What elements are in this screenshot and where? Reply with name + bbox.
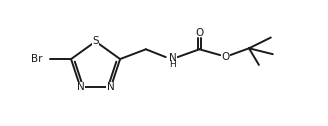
Text: Br: Br (31, 54, 42, 64)
Text: O: O (195, 28, 204, 38)
Text: O: O (221, 52, 229, 62)
Text: N: N (76, 83, 84, 92)
Text: H: H (169, 60, 176, 69)
Text: S: S (92, 37, 99, 46)
Text: N: N (169, 53, 176, 63)
Text: N: N (107, 83, 114, 92)
